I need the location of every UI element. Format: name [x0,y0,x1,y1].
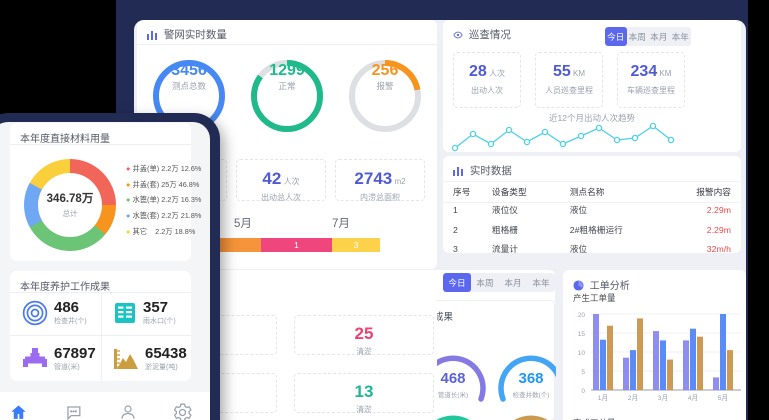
svg-text:0: 0 [581,388,585,395]
svg-text:5月: 5月 [718,394,728,402]
svg-text:368: 368 [518,370,543,387]
svg-text:10: 10 [578,350,586,357]
svg-text:4月: 4月 [688,394,698,402]
svg-text:20: 20 [578,312,586,319]
svg-text:管道长(米): 管道长(米) [438,390,468,399]
svg-text:15: 15 [578,331,586,338]
svg-text:3月: 3月 [658,394,668,402]
svg-text:5: 5 [581,369,585,376]
svg-text:468: 468 [440,370,465,387]
svg-text:检查井数(个): 检查井数(个) [513,390,550,399]
svg-text:1月: 1月 [598,394,608,402]
svg-text:2月: 2月 [628,394,638,402]
